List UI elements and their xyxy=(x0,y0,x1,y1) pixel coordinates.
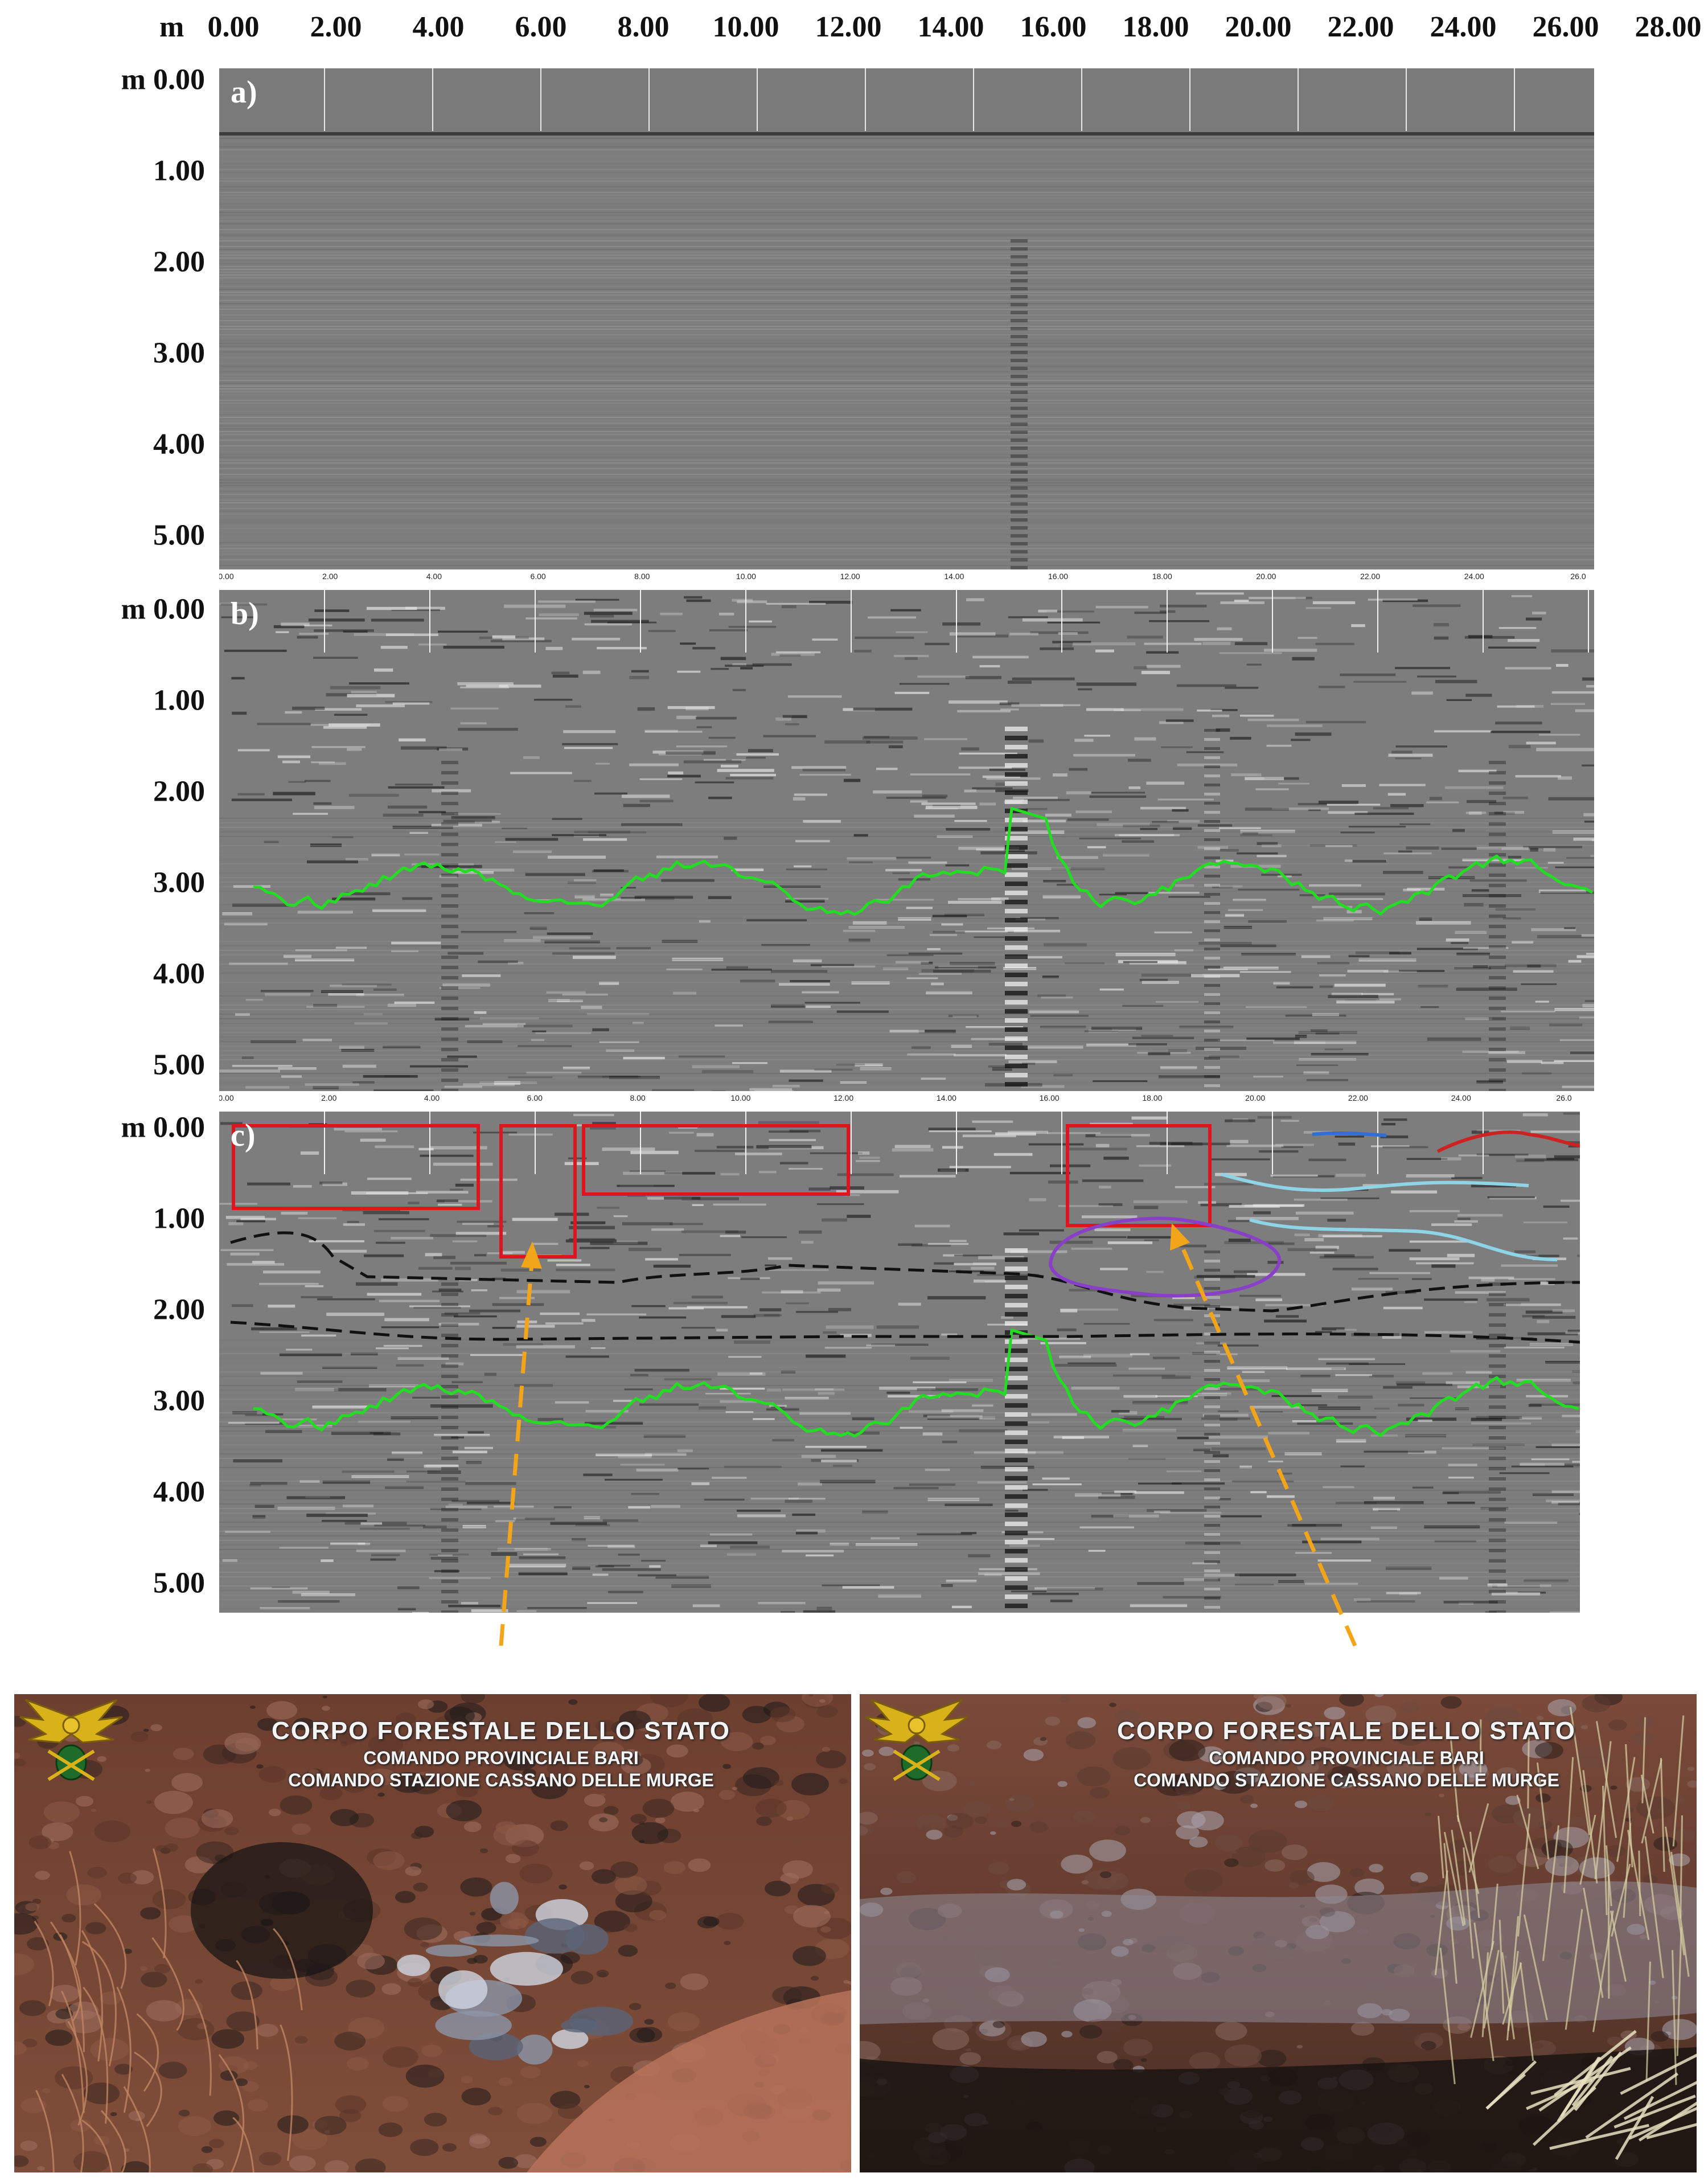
radargram-a-image xyxy=(219,68,1594,569)
eagle-emblem-icon xyxy=(19,1699,123,1781)
distance-tick-label: 8.00 xyxy=(617,11,670,43)
mini-distance-tick-label: 24.00 xyxy=(1464,572,1484,581)
mini-distance-axis-b: 0.00 2.00 4.00 6.00 8.00 10.00 12.00 14.00 16.00… xyxy=(219,569,1594,590)
mini-distance-axis-c: 0.00 2.00 4.00 6.00 8.00 10.00 12.00 14.00 16.00… xyxy=(219,1091,1580,1112)
excavation-photo-left: CORPO FORESTALE DELLO STATO COMANDO PROV… xyxy=(14,1694,851,2172)
mini-distance-tick-label: 8.00 xyxy=(630,1093,646,1102)
watermark-subtitle: COMANDO PROVINCIALE BARI xyxy=(363,1748,639,1768)
depth-tick-label: 3.00 xyxy=(153,1384,205,1417)
mini-distance-tick-label: 26.0 xyxy=(1570,572,1586,581)
mini-distance-tick-label: 16.00 xyxy=(1039,1093,1060,1102)
mini-distance-tick-label: 14.00 xyxy=(936,1093,956,1102)
distance-tick-label: 10.00 xyxy=(712,11,779,43)
mini-distance-tick-label: 16.00 xyxy=(1048,572,1069,581)
depth-axis-c: m 0.00 1.00 2.00 3.00 4.00 5.00 xyxy=(0,1110,216,1612)
radargram-c-image xyxy=(219,1112,1580,1613)
depth-tick-label: 3.00 xyxy=(153,866,205,899)
distance-tick-label: 18.00 xyxy=(1122,11,1189,43)
watermark-right: CORPO FORESTALE DELLO STATO COMANDO PROV… xyxy=(860,1717,1697,1791)
watermark-station: COMANDO STAZIONE CASSANO DELLE MURGE xyxy=(288,1770,714,1790)
distance-tick-label: 16.00 xyxy=(1020,11,1087,43)
depth-axis-a: m 0.00 1.00 2.00 3.00 4.00 5.00 xyxy=(0,63,216,575)
watermark-title: CORPO FORESTALE DELLO STATO xyxy=(1116,1717,1576,1745)
depth-tick-label: 1.00 xyxy=(153,1202,205,1235)
mini-distance-tick-label: 20.00 xyxy=(1256,572,1276,581)
distance-tick-label: 4.00 xyxy=(412,11,465,43)
eagle-emblem-icon xyxy=(865,1699,968,1781)
radargram-panel-b: b) xyxy=(219,590,1594,1091)
watermark-subtitle: COMANDO PROVINCIALE BARI xyxy=(1209,1748,1484,1768)
panel-label-c: c) xyxy=(231,1118,256,1153)
mini-distance-tick-label: 24.00 xyxy=(1451,1093,1471,1102)
depth-tick-label: 4.00 xyxy=(153,957,205,990)
watermark-left: CORPO FORESTALE DELLO STATO COMANDO PROV… xyxy=(14,1717,851,1791)
mini-distance-tick-label: 18.00 xyxy=(1142,1093,1163,1102)
excavation-photo-right: CORPO FORESTALE DELLO STATO COMANDO PROV… xyxy=(860,1694,1697,2172)
depth-tick-label: 2.00 xyxy=(153,245,205,278)
depth-tick-label: 2.00 xyxy=(153,1293,205,1326)
mini-distance-tick-label: 20.00 xyxy=(1245,1093,1266,1102)
mini-distance-tick-label: 4.00 xyxy=(424,1093,440,1102)
mini-distance-tick-label: 12.00 xyxy=(840,572,860,581)
distance-axis-unit: m xyxy=(159,11,184,43)
depth-tick-label: m 0.00 xyxy=(121,1111,205,1144)
distance-tick-label: 20.00 xyxy=(1225,11,1292,43)
distance-tick-label: 6.00 xyxy=(515,11,567,43)
depth-tick-label: m 0.00 xyxy=(121,593,205,626)
mini-distance-tick-label: 12.00 xyxy=(834,1093,854,1102)
depth-tick-label: 5.00 xyxy=(153,1567,205,1600)
mini-distance-tick-label: 10.00 xyxy=(736,572,756,581)
excavation-photo-right-image xyxy=(860,1694,1697,2172)
mini-distance-tick-label: 10.00 xyxy=(730,1093,751,1102)
mini-distance-tick-label: 0.00 xyxy=(219,1093,234,1102)
distance-tick-label: 22.00 xyxy=(1327,11,1394,43)
mini-distance-tick-label: 8.00 xyxy=(634,572,650,581)
mini-distance-tick-label: 26.0 xyxy=(1556,1093,1572,1102)
mini-distance-tick-label: 4.00 xyxy=(426,572,442,581)
mini-distance-tick-label: 18.00 xyxy=(1152,572,1172,581)
depth-tick-label: 1.00 xyxy=(153,154,205,187)
depth-tick-label: 1.00 xyxy=(153,684,205,717)
watermark-station: COMANDO STAZIONE CASSANO DELLE MURGE xyxy=(1134,1770,1559,1790)
panel-label-b: b) xyxy=(231,596,259,632)
distance-tick-label: 0.00 xyxy=(207,11,260,43)
panel-label-a: a) xyxy=(231,75,257,110)
excavation-photo-left-image xyxy=(14,1694,851,2172)
depth-axis-b: m 0.00 1.00 2.00 3.00 4.00 5.00 xyxy=(0,592,216,1093)
depth-tick-label: 4.00 xyxy=(153,1475,205,1508)
mini-distance-tick-label: 14.00 xyxy=(944,572,964,581)
mini-distance-tick-label: 2.00 xyxy=(322,572,338,581)
radargram-panel-c: c) xyxy=(219,1112,1580,1613)
radargram-panel-a: a) xyxy=(219,68,1594,569)
depth-tick-label: 5.00 xyxy=(153,1048,205,1081)
distance-tick-label: 24.00 xyxy=(1430,11,1497,43)
mini-distance-tick-label: 6.00 xyxy=(527,1093,543,1102)
distance-tick-label: 12.00 xyxy=(815,11,882,43)
radargram-b-image xyxy=(219,590,1594,1091)
distance-axis: m 0.00 2.00 4.00 6.00 8.00 10.00 12.00 14.00 16.… xyxy=(0,0,1708,63)
mini-distance-tick-label: 22.00 xyxy=(1360,572,1381,581)
anomaly-annotations xyxy=(230,1124,1580,1344)
watermark-title: CORPO FORESTALE DELLO STATO xyxy=(271,1717,731,1745)
mini-distance-tick-label: 6.00 xyxy=(530,572,546,581)
depth-tick-label: m 0.00 xyxy=(121,63,205,96)
distance-tick-label: 28.00 xyxy=(1635,11,1702,43)
depth-tick-label: 2.00 xyxy=(153,775,205,808)
depth-tick-label: 4.00 xyxy=(153,428,205,461)
depth-tick-label: 5.00 xyxy=(153,519,205,552)
distance-tick-label: 14.00 xyxy=(917,11,984,43)
distance-tick-label: 26.00 xyxy=(1532,11,1599,43)
mini-distance-tick-label: 0.00 xyxy=(219,572,234,581)
distance-tick-label: 2.00 xyxy=(310,11,362,43)
mini-distance-tick-label: 2.00 xyxy=(321,1093,337,1102)
mini-distance-tick-label: 22.00 xyxy=(1348,1093,1368,1102)
depth-tick-label: 3.00 xyxy=(153,337,205,370)
